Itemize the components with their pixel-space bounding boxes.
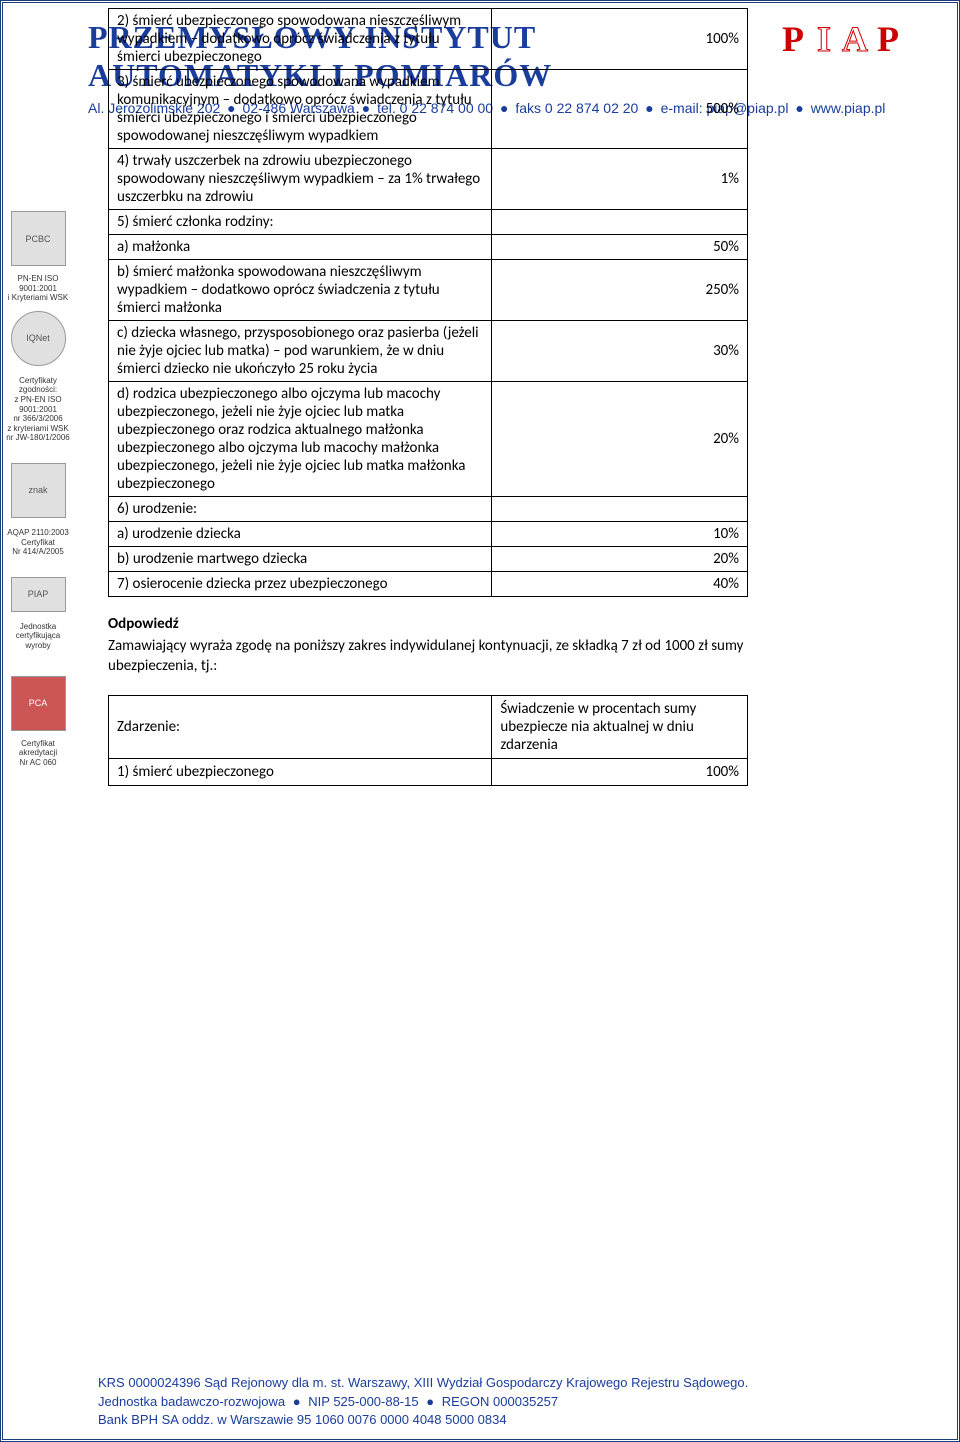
footer-l2b: NIP 525-000-88-15 bbox=[308, 1394, 418, 1409]
footer-line2: Jednostka badawczo-rozwojowa ● NIP 525-0… bbox=[98, 1393, 937, 1411]
row-desc: a) małżonka bbox=[109, 235, 492, 260]
aqap-text: AQAP 2110:2003 Certyfikat Nr 414/A/2005 bbox=[3, 528, 73, 557]
row-desc: b) śmierć małżonka spowodowana nieszczęś… bbox=[109, 260, 492, 321]
answer-text: Zamawiający wyraża zgodę na poniższy zak… bbox=[108, 636, 748, 677]
row-desc: 7) osierocenie dziecka przez ubezpieczon… bbox=[109, 572, 492, 597]
table2-hdr-right: Świadczenie w procentach sumy ubezpiecze… bbox=[492, 695, 748, 758]
row-pct: 100% bbox=[492, 9, 748, 70]
table-row: 5) śmierć członka rodziny: bbox=[109, 210, 748, 235]
table-row: c) dziecka własnego, przysposobionego or… bbox=[109, 321, 748, 382]
table-row: a) urodzenie dziecka10% bbox=[109, 522, 748, 547]
cert-sidebar: PCBC PN-EN ISO 9001:2001 i Kryteriami WS… bbox=[3, 203, 73, 770]
answer-section: Odpowiedź Zamawiający wyraża zgodę na po… bbox=[108, 615, 748, 677]
table-row: 3) śmierć ubezpieczonego spowodowana wyp… bbox=[109, 70, 748, 149]
row-pct: 50% bbox=[492, 235, 748, 260]
footer-line3: Bank BPH SA oddz. w Warszawie 95 1060 00… bbox=[98, 1411, 937, 1429]
row-pct: 40% bbox=[492, 572, 748, 597]
row-desc: b) urodzenie martwego dziecka bbox=[109, 547, 492, 572]
table-row: b) śmierć małżonka spowodowana nieszczęś… bbox=[109, 260, 748, 321]
table2-hdr-left: Zdarzenie: bbox=[109, 695, 492, 758]
benefits-table: 2) śmierć ubezpieczonego spowodowana nie… bbox=[108, 8, 748, 597]
pca-badge: PCA bbox=[11, 676, 66, 731]
row-desc: 6) urodzenie: bbox=[109, 497, 492, 522]
row-desc: 5) śmierć członka rodziny: bbox=[109, 210, 492, 235]
iqnet-badge: IQNet bbox=[11, 311, 66, 366]
table2-row1-desc: 1) śmierć ubezpieczonego bbox=[109, 758, 492, 785]
table-row: d) rodzica ubezpieczonego albo ojczyma l… bbox=[109, 382, 748, 497]
table-row: 6) urodzenie: bbox=[109, 497, 748, 522]
znak-badge: znak bbox=[11, 463, 66, 518]
table-row: a) małżonka50% bbox=[109, 235, 748, 260]
row-desc: 2) śmierć ubezpieczonego spowodowana nie… bbox=[109, 9, 492, 70]
table2-row1: 1) śmierć ubezpieczonego 100% bbox=[109, 758, 748, 785]
benefits-table-2: Zdarzenie: Świadczenie w procentach sumy… bbox=[108, 695, 748, 786]
row-pct: 20% bbox=[492, 382, 748, 497]
piap-logo: P I A P bbox=[782, 18, 912, 118]
akredytacja-text: Certyfikat akredytacji Nr AC 060 bbox=[3, 739, 73, 768]
piap-badge: PIAP bbox=[11, 577, 66, 612]
cert-zgod-text: Certyfikaty zgodności: z PN-EN ISO 9001:… bbox=[3, 376, 73, 443]
row-pct bbox=[492, 497, 748, 522]
iso-text: PN-EN ISO 9001:2001 i Kryteriami WSK bbox=[3, 274, 73, 303]
row-pct bbox=[492, 210, 748, 235]
row-desc: 4) trwały uszczerbek na zdrowiu ubezpiec… bbox=[109, 149, 492, 210]
answer-title: Odpowiedź bbox=[108, 615, 748, 633]
row-desc: c) dziecka własnego, przysposobionego or… bbox=[109, 321, 492, 382]
pcbc-badge: PCBC bbox=[11, 211, 66, 266]
table-row: 2) śmierć ubezpieczonego spowodowana nie… bbox=[109, 9, 748, 70]
table-row: 4) trwały uszczerbek na zdrowiu ubezpiec… bbox=[109, 149, 748, 210]
row-pct: 10% bbox=[492, 522, 748, 547]
row-pct: 30% bbox=[492, 321, 748, 382]
table-row: 7) osierocenie dziecka przez ubezpieczon… bbox=[109, 572, 748, 597]
page-footer: KRS 0000024396 Sąd Rejonowy dla m. st. W… bbox=[98, 1374, 937, 1429]
table2-header-row: Zdarzenie: Świadczenie w procentach sumy… bbox=[109, 695, 748, 758]
row-pct: 500% bbox=[492, 70, 748, 149]
footer-l2c: REGON 000035257 bbox=[442, 1394, 558, 1409]
row-pct: 1% bbox=[492, 149, 748, 210]
row-pct: 250% bbox=[492, 260, 748, 321]
jednostka-text: Jednostka certyfikująca wyroby bbox=[3, 622, 73, 651]
main-content: 2) śmierć ubezpieczonego spowodowana nie… bbox=[108, 8, 748, 786]
footer-line1: KRS 0000024396 Sąd Rejonowy dla m. st. W… bbox=[98, 1374, 937, 1392]
row-desc: a) urodzenie dziecka bbox=[109, 522, 492, 547]
row-desc: d) rodzica ubezpieczonego albo ojczyma l… bbox=[109, 382, 492, 497]
table2-row1-pct: 100% bbox=[492, 758, 748, 785]
footer-l2a: Jednostka badawczo-rozwojowa bbox=[98, 1394, 285, 1409]
row-pct: 20% bbox=[492, 547, 748, 572]
row-desc: 3) śmierć ubezpieczonego spowodowana wyp… bbox=[109, 70, 492, 149]
table-row: b) urodzenie martwego dziecka20% bbox=[109, 547, 748, 572]
